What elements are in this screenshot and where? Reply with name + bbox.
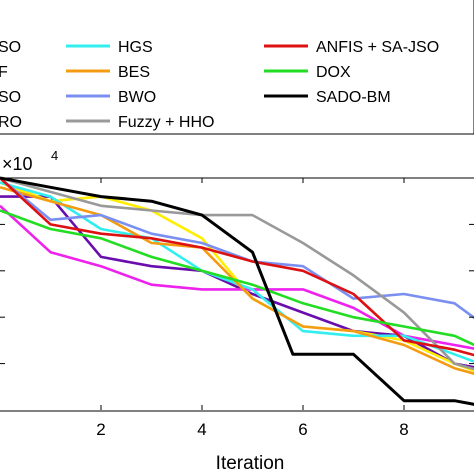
series-line-dox [0,209,474,347]
legend-entry-bwo: BWO [66,89,156,106]
legend-label: BES [118,64,150,81]
series-line-8 [0,204,474,350]
legend-entry-dox: DOX [264,64,351,81]
tick-layer: 246810 [0,178,474,439]
x-axis-label: Iteration [216,453,285,474]
legend-label: BWO [118,89,156,106]
legend-label: ANFIS + SA-JSO [316,39,439,56]
legend-label: DOX [316,64,351,81]
plot-area: 246810 [0,176,474,439]
legend-entries: SO F SO RO HGS BES BWO Fuzzy + HHO ANFIS + SA-JS… [0,39,439,131]
x-tick-label: 8 [399,420,408,439]
series-line-fuzzy-hho [0,176,474,371]
legend-label: SO [0,39,21,56]
legend-entry-partial: SO [0,89,21,106]
legend-entry-bes: BES [66,64,150,81]
series-line-7 [0,195,474,369]
series-line-hgs [0,181,474,363]
x-tick-label: 2 [96,420,105,439]
legend-label: SO [0,89,21,106]
y-exponent-base: ×10 [2,154,33,174]
series-line-sado-bm [0,176,474,406]
legend-label: SADO-BM [316,89,391,106]
plot-frame [0,177,474,412]
legend-entry-hgs: HGS [66,39,153,56]
x-tick-label: 6 [298,420,307,439]
legend-entry-fuzzy-hho: Fuzzy + HHO [66,114,214,131]
legend-label: Fuzzy + HHO [118,114,214,131]
legend: SO F SO RO HGS BES BWO Fuzzy + HHO ANFIS + SA-JS… [0,0,474,135]
y-exponent-label: ×10 4 [2,148,58,174]
legend-label: RO [0,114,22,131]
legend-entry-partial: SO [0,39,21,56]
series-line-bwo [0,176,474,320]
series-layer [0,176,474,406]
legend-entry-anfis-sa-jso: ANFIS + SA-JSO [264,39,439,56]
legend-entry-partial: RO [0,114,22,131]
y-exponent-power: 4 [51,148,58,163]
legend-entry-partial: F [0,64,8,81]
x-tick-label: 4 [197,420,206,439]
legend-entry-sado-bm: SADO-BM [264,89,391,106]
legend-frame [0,0,474,135]
legend-label: HGS [118,39,153,56]
series-line-anfis-sa-jso [0,177,474,357]
legend-label: F [0,64,8,81]
